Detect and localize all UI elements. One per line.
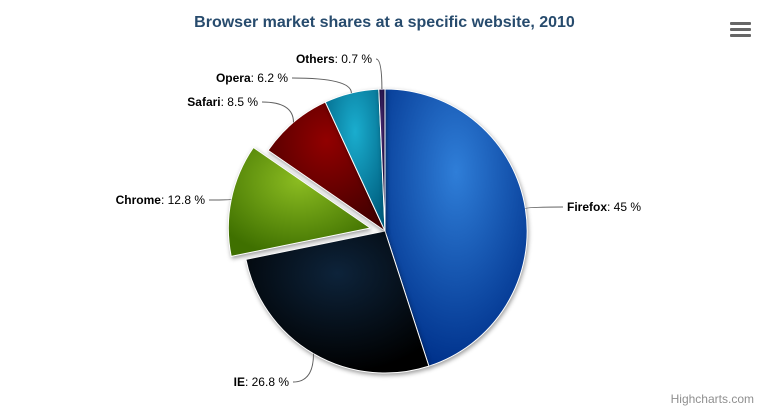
slice-label-value: : 8.5 % xyxy=(221,95,259,109)
label-connector-others xyxy=(375,58,383,90)
slice-label-value: : 26.8 % xyxy=(245,375,289,389)
label-connector-opera xyxy=(291,77,352,94)
pie-slice-others[interactable] xyxy=(378,88,386,232)
slice-label-ie: IE: 26.8 % xyxy=(234,375,290,389)
slice-label-safari: Safari: 8.5 % xyxy=(187,95,258,109)
slice-label-name: Firefox xyxy=(567,200,607,214)
chart-title: Browser market shares at a specific webs… xyxy=(194,14,575,31)
hamburger-icon xyxy=(730,34,751,37)
highcharts-credit-link[interactable]: Highcharts.com xyxy=(670,392,754,406)
slice-label-name: Opera xyxy=(216,71,251,85)
slice-label-chrome: Chrome: 12.8 % xyxy=(116,193,206,207)
hamburger-icon xyxy=(730,28,751,31)
slice-label-others: Others: 0.7 % xyxy=(296,52,372,66)
hamburger-icon xyxy=(730,22,751,25)
slice-label-name: Safari xyxy=(187,95,220,109)
export-menu-button[interactable] xyxy=(730,22,751,37)
slice-label-value: : 6.2 % xyxy=(251,71,289,85)
slice-label-name: Chrome xyxy=(116,193,162,207)
slice-label-name: IE xyxy=(234,375,245,389)
label-connector-safari xyxy=(261,101,294,123)
label-connector-ie xyxy=(292,353,314,383)
slice-label-value: : 45 % xyxy=(607,200,641,214)
label-connector-firefox xyxy=(524,206,564,210)
slice-label-value: : 0.7 % xyxy=(335,52,373,66)
data-labels: Firefox: 45 % IE: 26.8 % Chrome: 12.8 % Saf… xyxy=(116,52,642,389)
slice-label-name: Others xyxy=(296,52,335,66)
slice-label-firefox: Firefox: 45 % xyxy=(567,200,641,214)
pie-slice-ie[interactable] xyxy=(245,230,430,374)
slice-label-value: : 12.8 % xyxy=(161,193,205,207)
pie-series xyxy=(227,88,528,374)
slice-label-opera: Opera: 6.2 % xyxy=(216,71,288,85)
